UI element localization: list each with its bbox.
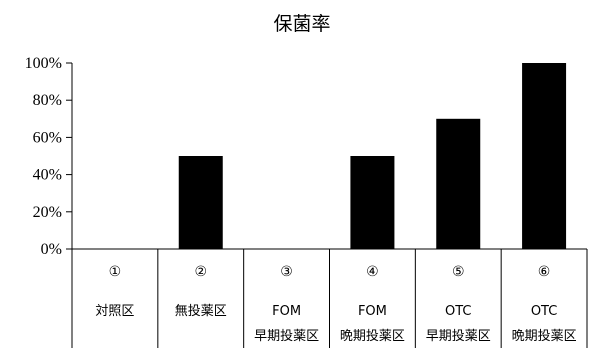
category-label-line2: 早期投薬区 (254, 328, 319, 344)
category-label-line1: OTC (445, 304, 472, 319)
category-label-line1: 無投薬区 (175, 303, 227, 319)
category-label-line1: 対照区 (95, 304, 134, 319)
bar (436, 118, 481, 249)
bar (522, 63, 567, 249)
category-number: ⑤ (452, 264, 465, 280)
category-label-line1: FOM (358, 304, 387, 319)
y-tick-label: 20% (33, 204, 62, 221)
category-label-line2: 晩期投薬区 (512, 328, 577, 344)
chart-title: 保菌率 (273, 13, 330, 35)
category-table: ① 対照区 ② 無投薬区 ③ FOM 早期投薬区 ④ FOM 晩期投薬区 ⑤ OTC 早期投薬区 ⑥ OTC… (71, 248, 588, 348)
y-tick-label: 0% (41, 241, 62, 258)
category-number: ⑥ (538, 264, 551, 280)
bars (178, 63, 567, 249)
y-tick-label: 80% (33, 92, 62, 109)
category-label-line2: 早期投薬区 (426, 328, 491, 344)
category-number: ① (109, 264, 122, 280)
category-label-line1: FOM (272, 304, 301, 319)
y-axis: 0% 20% 40% 60% 80% 100% (25, 55, 73, 258)
bar (178, 156, 223, 249)
y-tick-label: 100% (25, 55, 62, 72)
category-number: ② (194, 264, 207, 280)
y-tick-label: 40% (33, 167, 62, 184)
category-number: ④ (366, 264, 379, 280)
y-tick-label: 60% (33, 129, 62, 146)
bar (350, 156, 395, 249)
category-number: ③ (280, 264, 293, 280)
category-label-line1: OTC (531, 304, 558, 319)
category-label-line2: 晩期投薬区 (340, 328, 405, 344)
